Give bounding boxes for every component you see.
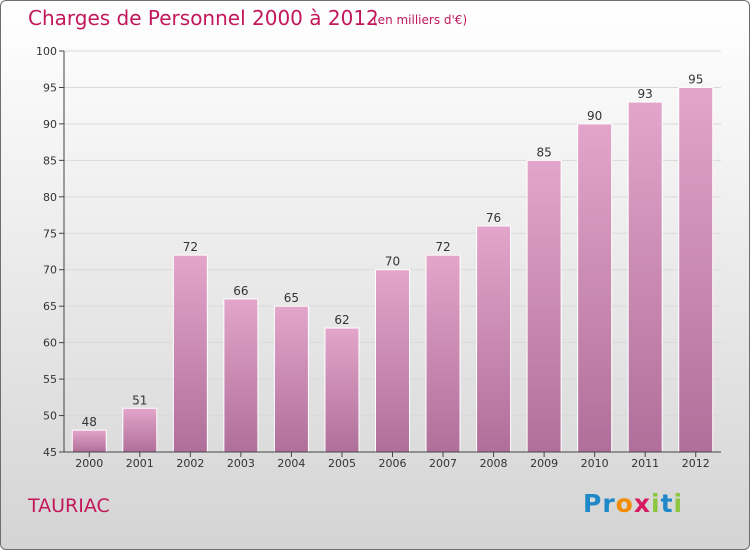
bar: [526, 159, 562, 453]
x-tick-label: 2010: [581, 457, 609, 470]
x-tick-label: 2001: [126, 457, 154, 470]
bar-value-label: 70: [385, 255, 400, 269]
y-tick-labels: 45 50 55 60 65 70 75 80 85 90 95 100: [36, 45, 57, 459]
bar-value-label: 66: [233, 284, 248, 298]
proxiti-logo[interactable]: Proxiti: [583, 489, 683, 518]
bar: [577, 123, 613, 453]
axes: [59, 50, 721, 457]
bar: [476, 225, 512, 453]
y-tick-label: 45: [43, 446, 57, 459]
x-tick-label: 2004: [277, 457, 305, 470]
x-tick-label: 2008: [480, 457, 508, 470]
y-tick-label: 60: [43, 337, 57, 350]
bar: [172, 254, 208, 453]
logo-letter: i: [673, 489, 684, 518]
x-tick-label: 2011: [631, 457, 659, 470]
bar: [627, 101, 663, 453]
bar-value-label: 48: [82, 415, 97, 429]
bar: [425, 254, 461, 453]
bar-value-label: 85: [536, 145, 551, 159]
bar: [375, 269, 410, 453]
y-tick-label: 90: [43, 118, 57, 131]
x-tick-label: 2007: [429, 457, 457, 470]
bar: [324, 327, 360, 453]
chart-title: Charges de Personnel 2000 à 2012: [28, 6, 379, 30]
chart-subtitle: (en milliers d'€): [373, 13, 468, 27]
bar: [273, 305, 309, 453]
bar-value-label: 65: [284, 291, 299, 305]
bar-value-label: 95: [688, 72, 703, 86]
x-tick-label: 2012: [682, 457, 710, 470]
logo-letter: x: [633, 489, 651, 518]
bar-value-label: 51: [132, 393, 147, 407]
logo-letter: t: [660, 489, 674, 518]
bar-value-label: 72: [435, 240, 450, 254]
y-tick-label: 65: [43, 300, 57, 313]
bars: [71, 86, 714, 453]
bar: [71, 429, 107, 453]
logo-letter: o: [615, 489, 634, 518]
y-tick-label: 80: [43, 191, 57, 204]
y-tick-label: 100: [36, 45, 57, 58]
logo-letter: P: [583, 489, 603, 518]
bar-value-label: 76: [486, 211, 501, 225]
x-tick-labels: 2000 2001 2002 2003 2004 2005 2006 2007 2008 2009…: [75, 457, 709, 470]
y-tick-label: 70: [43, 264, 57, 277]
y-tick-label: 75: [43, 227, 57, 240]
x-tick-label: 2000: [75, 457, 103, 470]
x-tick-label: 2005: [328, 457, 356, 470]
y-tick-label: 55: [43, 373, 57, 386]
bar-value-label: 62: [334, 313, 349, 327]
x-tick-label: 2002: [176, 457, 204, 470]
logo-letter: r: [602, 489, 616, 518]
bar: [678, 86, 714, 453]
logo-letter: i: [651, 489, 661, 518]
bar-value-label: 72: [183, 240, 198, 254]
x-tick-label: 2003: [227, 457, 255, 470]
bar: [122, 407, 158, 453]
bar: [223, 298, 259, 453]
y-tick-label: 85: [43, 154, 57, 167]
x-tick-label: 2006: [379, 457, 407, 470]
bar-value-label: 90: [587, 109, 602, 123]
y-tick-label: 95: [43, 81, 57, 94]
data-labels: 48 51 72 66 65 62 70 72 76 85 90 93 95: [82, 72, 704, 429]
place-name: TAURIAC: [28, 495, 110, 517]
x-tick-label: 2009: [530, 457, 558, 470]
y-tick-label: 50: [43, 410, 57, 423]
bar-value-label: 93: [638, 87, 653, 101]
